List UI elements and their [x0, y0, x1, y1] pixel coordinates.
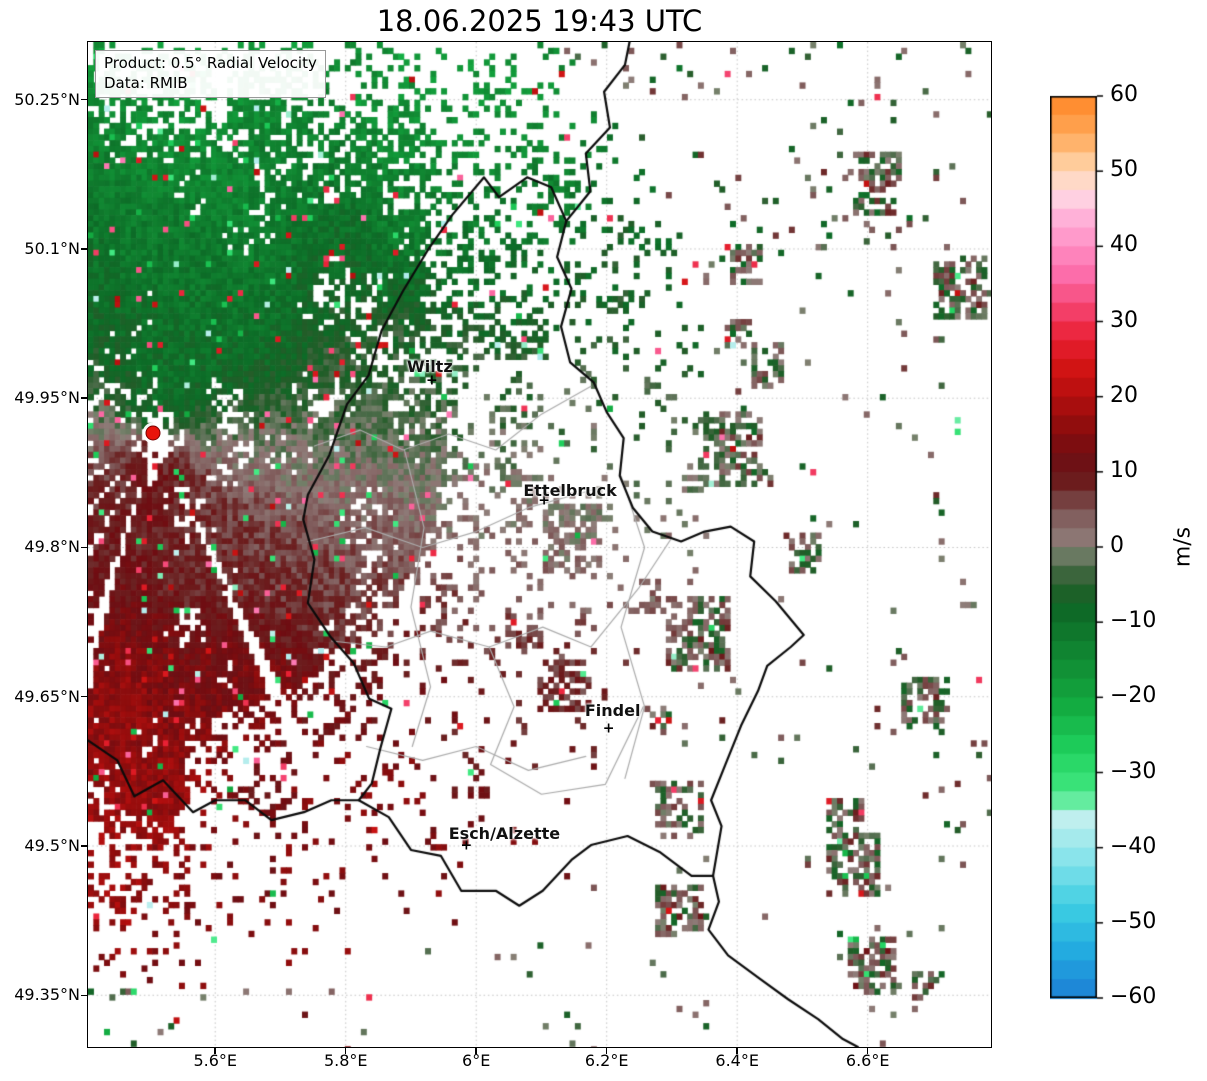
y-tick-mark — [81, 546, 87, 549]
page-title: 18.06.2025 19:43 UTC — [376, 4, 703, 38]
colorbar-tick-label: 60 — [1110, 82, 1138, 107]
x-tick-mark — [475, 1048, 477, 1054]
y-tick-mark — [81, 248, 87, 250]
colorbar — [1050, 92, 1112, 1002]
y-tick-mark — [81, 845, 87, 847]
colorbar-tick-label: 50 — [1110, 157, 1138, 183]
y-tick-mark — [81, 397, 87, 399]
colorbar-tick-label: −20 — [1110, 683, 1157, 709]
y-tick-label: 49.95°N — [14, 388, 80, 408]
colorbar-tick-label: 10 — [1110, 457, 1138, 483]
x-tick-mark — [866, 1048, 869, 1054]
x-tick-mark — [736, 1048, 738, 1054]
colorbar-tick-label: 40 — [1110, 232, 1138, 258]
radar-map-canvas — [87, 41, 992, 1048]
city-marker: + — [425, 373, 438, 390]
x-tick-mark — [344, 1048, 347, 1054]
x-tick-label: 6.2°E — [584, 1051, 629, 1070]
y-tick-label: 50.25°N — [14, 89, 80, 109]
x-tick-label: 6.4°E — [715, 1051, 759, 1070]
colorbar-tick-label: −10 — [1110, 608, 1157, 634]
y-tick-label: 49.8°N — [24, 537, 80, 557]
x-tick-label: 5.8°E — [323, 1051, 368, 1070]
city-marker: + — [538, 492, 550, 509]
colorbar-tick-label: −30 — [1110, 758, 1157, 784]
x-tick-mark — [214, 1048, 216, 1054]
data-source-line: Data: RMIB — [104, 73, 188, 92]
y-tick-label: 49.5°N — [24, 836, 80, 855]
y-tick-label: 50.1°N — [24, 238, 80, 258]
colorbar-tick-label: −40 — [1110, 833, 1157, 859]
colorbar-unit-label: m/s — [1170, 526, 1196, 568]
city-label: Ettelbruck — [523, 480, 617, 500]
city-marker: + — [460, 837, 473, 854]
colorbar-tick-label: 30 — [1110, 307, 1138, 333]
city-label: Esch/Alzette — [448, 824, 561, 843]
y-tick-mark — [81, 695, 87, 698]
x-tick-label: 6°E — [462, 1051, 491, 1070]
colorbar-tick-label: 20 — [1110, 382, 1138, 408]
x-tick-label: 6.6°E — [845, 1051, 890, 1070]
x-tick-label: 5.6°E — [193, 1051, 237, 1070]
city-marker: + — [602, 720, 615, 737]
y-tick-label: 49.65°N — [14, 686, 80, 706]
radar-site-marker — [145, 425, 161, 441]
y-tick-mark — [81, 994, 87, 996]
city-label: Wiltz — [407, 357, 453, 377]
product-info-box: Product: 0.5° Radial Velocity Data: RMIB — [95, 50, 326, 98]
product-line: Product: 0.5° Radial Velocity — [104, 54, 317, 72]
y-tick-mark — [81, 98, 87, 101]
colorbar-tick-label: 0 — [1110, 533, 1124, 558]
colorbar-tick-label: −50 — [1110, 908, 1157, 934]
x-tick-mark — [605, 1048, 608, 1054]
city-label: Findel — [584, 700, 641, 720]
colorbar-tick-label: −60 — [1110, 984, 1157, 1009]
y-tick-label: 49.35°N — [14, 985, 80, 1005]
